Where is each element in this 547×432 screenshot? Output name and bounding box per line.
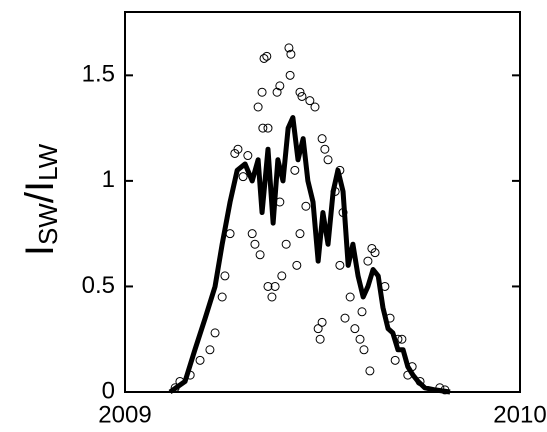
- data-point: [205, 345, 215, 355]
- data-point: [272, 87, 282, 97]
- data-point: [310, 102, 320, 112]
- data-point: [363, 256, 373, 266]
- data-point: [317, 317, 327, 327]
- data-point: [250, 239, 260, 249]
- data-point: [281, 239, 291, 249]
- data-point: [350, 324, 360, 334]
- plot-frame: [124, 11, 521, 393]
- data-point: [357, 307, 367, 317]
- data-point: [335, 260, 345, 270]
- data-point: [267, 292, 277, 302]
- data-point: [390, 355, 400, 365]
- data-point: [238, 172, 248, 182]
- data-point: [365, 366, 375, 376]
- data-point: [247, 229, 257, 239]
- data-point: [301, 201, 311, 211]
- data-point: [217, 292, 227, 302]
- data-point: [262, 51, 272, 61]
- data-point: [255, 250, 265, 260]
- data-point: [297, 91, 307, 101]
- data-point: [292, 260, 302, 270]
- data-point: [263, 281, 273, 291]
- data-point: [270, 281, 280, 291]
- data-point: [263, 123, 273, 133]
- data-point: [320, 144, 330, 154]
- y-tick-label: 0: [102, 377, 115, 404]
- data-point: [220, 271, 230, 281]
- x-tick-label: 2009: [98, 401, 151, 428]
- data-point: [305, 96, 315, 106]
- data-point: [284, 43, 294, 53]
- data-point: [313, 324, 323, 334]
- data-point: [295, 229, 305, 239]
- data-point: [253, 102, 263, 112]
- data-point: [225, 229, 235, 239]
- data-point: [367, 243, 377, 253]
- smoothed-line: [168, 115, 451, 395]
- y-tick-label: 1: [102, 166, 115, 193]
- data-point: [286, 49, 296, 59]
- y-axis-label: ISW/ILW: [18, 143, 63, 256]
- data-point: [257, 87, 267, 97]
- data-point: [195, 355, 205, 365]
- data-point: [290, 165, 300, 175]
- data-point: [258, 123, 268, 133]
- data-point: [317, 134, 327, 144]
- data-point: [275, 81, 285, 91]
- data-point: [295, 87, 305, 97]
- data-point: [323, 155, 333, 165]
- data-point: [359, 345, 369, 355]
- data-point: [243, 151, 253, 161]
- data-point: [345, 292, 355, 302]
- data-point: [210, 328, 220, 338]
- y-tick-label: 1.5: [82, 61, 115, 88]
- x-tick-label: 2010: [493, 401, 546, 428]
- data-point: [233, 144, 243, 154]
- data-point: [355, 334, 365, 344]
- data-point: [259, 53, 269, 63]
- data-point: [285, 70, 295, 80]
- data-point: [340, 313, 350, 323]
- data-point: [277, 271, 287, 281]
- data-point: [315, 334, 325, 344]
- data-point: [397, 334, 407, 344]
- y-tick-label: 0.5: [82, 272, 115, 299]
